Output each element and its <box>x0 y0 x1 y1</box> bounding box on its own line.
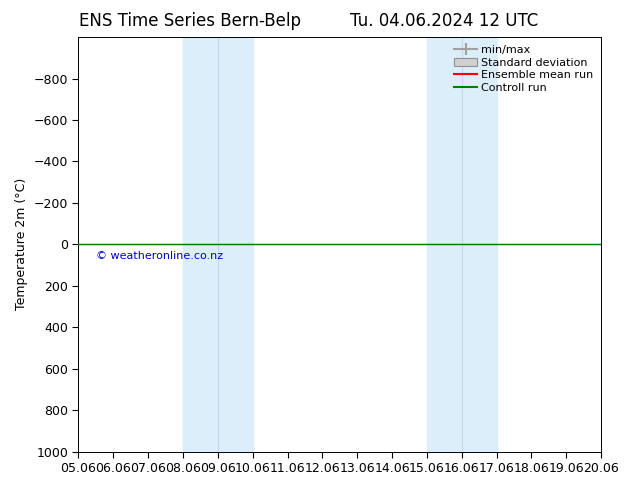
Y-axis label: Temperature 2m (°C): Temperature 2m (°C) <box>15 178 28 311</box>
Bar <box>427 37 496 452</box>
Text: © weatheronline.co.nz: © weatheronline.co.nz <box>96 250 223 261</box>
Text: ENS Time Series Bern-Belp: ENS Time Series Bern-Belp <box>79 12 301 30</box>
Text: Tu. 04.06.2024 12 UTC: Tu. 04.06.2024 12 UTC <box>350 12 538 30</box>
Legend: min/max, Standard deviation, Ensemble mean run, Controll run: min/max, Standard deviation, Ensemble me… <box>452 43 595 96</box>
Bar <box>183 37 253 452</box>
